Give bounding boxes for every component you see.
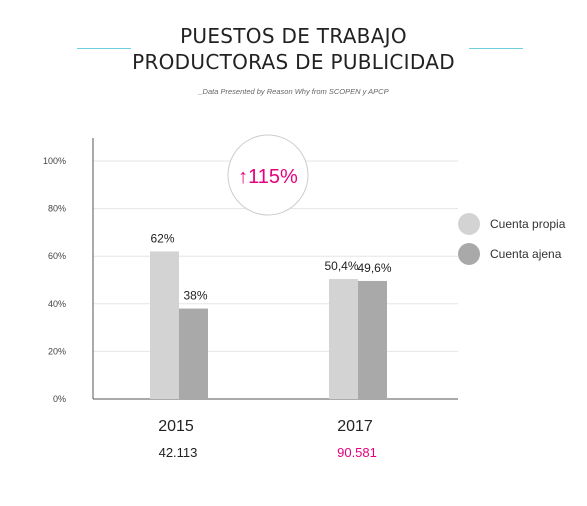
- data-label-2015-cuenta-ajena: 38%: [183, 289, 207, 303]
- legend-swatch-cuenta-propia: [458, 213, 480, 235]
- data-label-2015-cuenta-propia: 62%: [150, 231, 174, 245]
- data-label-2017-cuenta-ajena: 49,6%: [357, 261, 391, 275]
- legend-label-cuenta-propia: Cuenta propia: [490, 217, 566, 231]
- x-category-label-2015: 2015: [158, 418, 194, 435]
- chart-title-line-2: PRODUCTORAS DE PUBLICIDAD: [132, 50, 455, 74]
- arrow-up-icon: ↑: [238, 166, 248, 188]
- growth-percentage: 115%: [248, 166, 298, 188]
- bar-2017-cuenta-ajena: [358, 280, 387, 399]
- legend-swatch-cuenta-ajena: [458, 243, 480, 265]
- growth-annotation-text: ↑115%: [238, 166, 298, 188]
- bar-2017-cuenta-propia: [329, 279, 358, 399]
- y-tick-label-80: 80%: [48, 204, 66, 214]
- chart-title-line-1: PUESTOS DE TRABAJO: [180, 24, 407, 48]
- data-label-2017-cuenta-propia: 50,4%: [324, 259, 358, 273]
- bar-2015-cuenta-propia: [150, 251, 179, 399]
- chart-subtitle: _Data Presented by Reason Why from SCOPE…: [198, 87, 389, 96]
- legend-label-cuenta-ajena: Cuenta ajena: [490, 247, 562, 261]
- legend-item-cuenta-propia: Cuenta propia: [458, 213, 565, 235]
- growth-annotation-circle: [227, 134, 309, 216]
- y-tick-label-20: 20%: [48, 346, 66, 356]
- y-tick-label-40: 40%: [48, 299, 66, 309]
- y-tick-label-60: 60%: [48, 251, 66, 261]
- x-category-label-2017: 2017: [337, 418, 373, 435]
- title-accent-rule-right: [469, 48, 523, 49]
- title-accent-rule-left: [77, 48, 131, 49]
- y-tick-label-100: 100%: [43, 156, 66, 166]
- y-tick-label-0: 0%: [53, 394, 66, 404]
- bar-2015-cuenta-ajena: [179, 308, 208, 399]
- category-total-2015: 42.113: [159, 445, 198, 460]
- category-total-2017: 90.581: [337, 445, 377, 460]
- legend-item-cuenta-ajena: Cuenta ajena: [458, 243, 561, 265]
